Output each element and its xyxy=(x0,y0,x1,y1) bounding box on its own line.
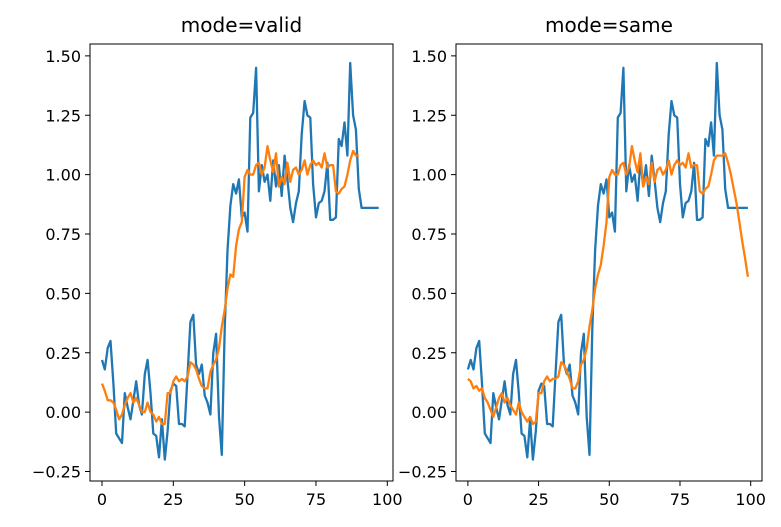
y-tick-label-mode-valid-4: 0.75 xyxy=(45,225,81,244)
series-line-mode-valid-1 xyxy=(100,61,379,461)
y-tick-label-mode-same-3: 0.50 xyxy=(411,284,447,303)
plot-area-mode-valid xyxy=(100,61,379,461)
y-tick-label-mode-valid-3: 0.50 xyxy=(45,284,81,303)
y-tick-label-mode-valid-6: 1.25 xyxy=(45,106,81,125)
y-tick-label-mode-valid-1: 0.00 xyxy=(45,403,81,422)
x-tick-label-mode-valid-75: 75 xyxy=(306,490,326,509)
x-tick-label-mode-valid-100: 100 xyxy=(372,490,403,509)
panel-mode-same: mode=same 0 25 50 75 100 −0.25 0.00 0.25 0.50 0.7… xyxy=(398,13,766,509)
panel-mode-valid: mode=valid 0 25 50 75 100 −0.25 0.00 0.25 0.50 0.… xyxy=(32,13,403,509)
axes-frame-mode-valid xyxy=(89,43,394,482)
chart-title-mode-valid: mode=valid xyxy=(181,13,302,37)
x-tick-label-mode-same-25: 25 xyxy=(528,490,548,509)
y-tick-label-mode-same-1: 0.00 xyxy=(411,403,447,422)
x-tick-label-mode-same-0: 0 xyxy=(463,490,473,509)
x-tick-label-mode-valid-0: 0 xyxy=(97,490,107,509)
x-tick-label-mode-same-75: 75 xyxy=(670,490,690,509)
y-tick-label-mode-valid-2: 0.25 xyxy=(45,344,81,363)
plot-area-mode-same xyxy=(466,61,750,461)
x-tick-label-mode-same-50: 50 xyxy=(599,490,619,509)
y-tick-label-mode-same-0: −0.25 xyxy=(398,463,447,482)
series-line-mode-same-1 xyxy=(466,61,748,461)
series-line-mode-same-2 xyxy=(467,144,750,426)
x-tick-label-mode-valid-25: 25 xyxy=(163,490,183,509)
y-tick-label-mode-same-2: 0.25 xyxy=(411,344,447,363)
y-tick-label-mode-same-6: 1.25 xyxy=(411,106,447,125)
y-tick-label-mode-same-7: 1.50 xyxy=(411,47,447,66)
y-tick-label-mode-valid-5: 1.00 xyxy=(45,166,81,185)
y-tick-label-mode-same-4: 0.75 xyxy=(411,225,447,244)
chart-title-mode-same: mode=same xyxy=(545,13,673,37)
x-tick-label-mode-valid-50: 50 xyxy=(234,490,254,509)
y-tick-label-mode-valid-0: −0.25 xyxy=(32,463,81,482)
y-tick-label-mode-valid-7: 1.50 xyxy=(45,47,81,66)
series-line-mode-valid-2 xyxy=(100,144,359,426)
y-tick-label-mode-same-5: 1.00 xyxy=(411,166,447,185)
x-tick-label-mode-same-100: 100 xyxy=(735,490,766,509)
